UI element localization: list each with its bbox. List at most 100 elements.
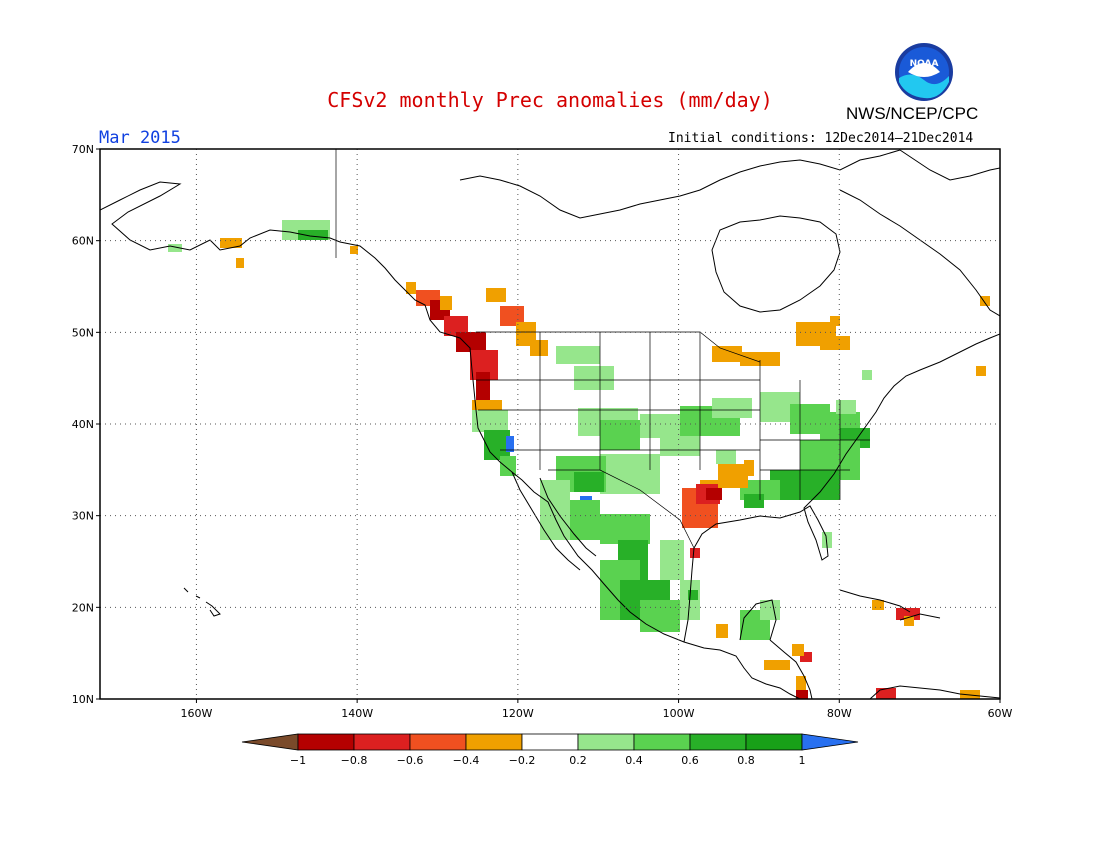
anomaly-cell — [500, 456, 516, 476]
anomaly-cell — [876, 688, 896, 699]
anomaly-cell — [298, 230, 328, 240]
anomaly-cell — [760, 600, 780, 620]
anomaly-cell — [556, 346, 600, 364]
anomaly-cell — [976, 366, 986, 376]
noaa-logo-icon: NOAA — [895, 43, 953, 101]
anomaly-cell — [456, 332, 486, 352]
anomaly-cell — [712, 346, 742, 362]
lat-tick-label: 30N — [72, 510, 94, 523]
colorbar-label: 0.6 — [681, 754, 699, 767]
anomaly-cell — [444, 316, 468, 336]
anomaly-cell — [500, 306, 524, 326]
lat-tick-label: 50N — [72, 326, 94, 339]
lon-tick-label: 120W — [502, 707, 534, 720]
anomaly-cell — [820, 336, 850, 350]
lat-tick-label: 20N — [72, 601, 94, 614]
anomaly-cell — [800, 652, 812, 662]
anomaly-cell — [600, 454, 660, 494]
lat-lon-grid — [100, 149, 1000, 699]
colorbar-label: 0.8 — [737, 754, 755, 767]
anomaly-cell — [716, 624, 728, 638]
lon-tick-label: 100W — [663, 707, 695, 720]
coastlines — [100, 149, 1000, 699]
colorbar-label: 1 — [799, 754, 806, 767]
colorbar-lower-extend — [241, 733, 299, 751]
anomaly-cell — [792, 644, 804, 656]
colorbar-segment — [297, 733, 355, 751]
lon-tick-label: 60W — [988, 707, 1013, 720]
anomaly-cell — [350, 246, 358, 254]
anomaly-cell — [822, 532, 832, 548]
colorbar-segment — [465, 733, 523, 751]
colorbar-label: −0.4 — [453, 754, 480, 767]
colorbar-segment — [745, 733, 803, 751]
anomaly-cell — [744, 460, 754, 476]
colorbar-segment — [689, 733, 747, 751]
anomaly-cell — [600, 420, 640, 450]
lat-tick-label: 70N — [72, 143, 94, 156]
anomaly-cell — [660, 540, 684, 580]
anomaly-cell — [862, 370, 872, 380]
anomaly-field — [168, 220, 990, 699]
anomaly-cell — [600, 514, 650, 544]
colorbar-label: −1 — [290, 754, 306, 767]
anomaly-cell — [764, 660, 790, 670]
colorbar-segment — [409, 733, 467, 751]
forecast-month: Mar 2015 — [99, 128, 181, 148]
colorbar-label: 0.2 — [569, 754, 587, 767]
agency-label: NWS/NCEP/CPC — [846, 104, 979, 123]
lon-tick-label: 160W — [180, 707, 212, 720]
lat-tick-label: 10N — [72, 693, 94, 706]
anomaly-cell — [476, 372, 490, 400]
anomaly-cell — [716, 450, 736, 464]
anomaly-cell — [220, 238, 242, 248]
anomaly-cell — [168, 244, 182, 252]
anomaly-cell — [830, 316, 840, 326]
lon-tick-label: 140W — [341, 707, 373, 720]
anomaly-cell — [740, 352, 780, 366]
colorbar: −1 −0.8 −0.6 −0.4 −0.2 0.2 0.4 0.6 0.8 1 — [241, 733, 859, 767]
anomaly-cell — [872, 600, 884, 610]
anomaly-cell — [574, 366, 614, 390]
lon-tick-label: 80W — [827, 707, 852, 720]
anomaly-cell — [484, 430, 510, 460]
anomaly-cell — [660, 436, 700, 456]
anomaly-cell — [712, 398, 752, 418]
colorbar-segment — [577, 733, 635, 751]
anomaly-cell — [718, 464, 748, 488]
anomaly-cell — [688, 590, 698, 600]
anomaly-cell — [486, 288, 506, 302]
anomaly-cell — [744, 494, 764, 508]
anomaly-cell — [706, 488, 722, 500]
colorbar-segment — [353, 733, 411, 751]
colorbar-label: −0.6 — [397, 754, 424, 767]
anomaly-cell — [236, 258, 244, 268]
colorbar-segment — [633, 733, 691, 751]
anomaly-cell — [796, 676, 806, 690]
anomaly-cell — [506, 436, 514, 452]
anomaly-cell — [440, 296, 452, 310]
anomaly-cell — [904, 616, 914, 626]
anomaly-cell — [530, 340, 548, 356]
axis-ticks: 70N 60N 50N 40N 30N 20N 10N 160W 140W 120W 100W 80W… — [72, 143, 1013, 720]
initial-conditions: Initial conditions: 12Dec2014–21Dec2014 — [668, 131, 974, 146]
colorbar-label: −0.2 — [509, 754, 536, 767]
anomaly-cell — [796, 690, 808, 699]
anomaly-cell — [836, 400, 856, 414]
anomaly-cell — [574, 472, 604, 492]
lat-tick-label: 40N — [72, 418, 94, 431]
colorbar-segment — [521, 733, 579, 751]
colorbar-upper-extend — [801, 733, 859, 751]
colorbar-label: −0.8 — [341, 754, 368, 767]
political-borders — [335, 149, 870, 549]
anomaly-cell — [472, 410, 508, 432]
anomaly-cell — [980, 296, 990, 306]
svg-text:NOAA: NOAA — [910, 59, 939, 69]
lat-tick-label: 60N — [72, 235, 94, 248]
anomaly-cell — [690, 548, 700, 558]
anomaly-cell — [406, 282, 416, 294]
map-title: CFSv2 monthly Prec anomalies (mm/day) — [327, 88, 773, 112]
colorbar-label: 0.4 — [625, 754, 643, 767]
anomaly-cell — [640, 600, 680, 632]
